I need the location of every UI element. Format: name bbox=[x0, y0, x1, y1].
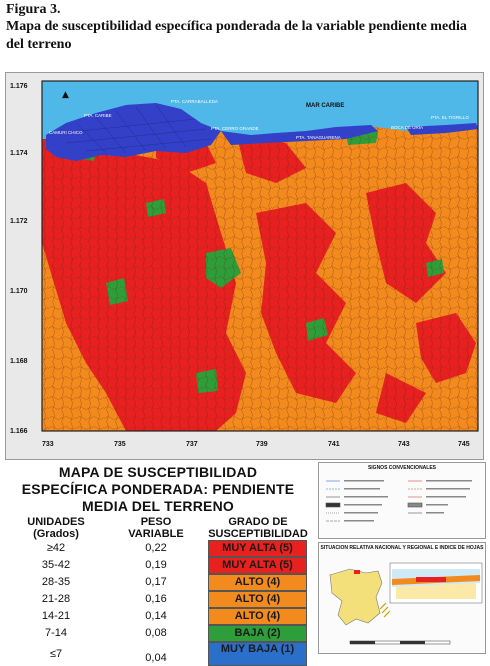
legend-grade-cell: BAJA (2) bbox=[204, 625, 312, 642]
legend-row: 35-42 0,19 MUY ALTA (5) bbox=[4, 557, 312, 574]
north-arrow-icon: ▲ bbox=[62, 90, 69, 100]
legend-grade: ALTO (4) bbox=[208, 574, 307, 591]
y-tick: 1.174 bbox=[10, 150, 28, 157]
grade-header: GRADO DE bbox=[228, 516, 288, 528]
signs-symbols bbox=[325, 480, 472, 522]
y-tick: 1.176 bbox=[10, 83, 28, 90]
y-tick: 1.170 bbox=[10, 288, 28, 295]
legend-weight: 0,16 bbox=[145, 593, 167, 605]
legend-title-line: MEDIA DEL TERRENO bbox=[82, 498, 234, 514]
legend-row: 21-28 0,16 ALTO (4) bbox=[4, 591, 312, 608]
legend-range: 14-21 bbox=[41, 610, 71, 622]
legend-row: ≤7 0,04 MUY BAJA (1) bbox=[4, 642, 312, 666]
urban-zone bbox=[46, 103, 221, 161]
legend-range: ≥42 bbox=[46, 542, 66, 554]
x-axis-labels: 733 735 737 739 741 743 745 bbox=[42, 441, 470, 448]
x-tick: 737 bbox=[186, 441, 198, 448]
legend-weight: 0,14 bbox=[145, 610, 167, 622]
legend-grade-cell: MUY ALTA (5) bbox=[204, 557, 312, 574]
x-tick: 735 bbox=[114, 441, 126, 448]
conventional-signs-inset: SIGNOS CONVENCIONALES bbox=[318, 462, 486, 539]
legend-weight: 0,19 bbox=[145, 559, 167, 571]
y-tick: 1.172 bbox=[10, 218, 28, 225]
y-tick: 1.168 bbox=[10, 358, 28, 365]
place-labels: PTA. CARRABALLEDA PTA. CARIBE PTA. CERRO… bbox=[49, 99, 469, 140]
legend-grade-cell: ALTO (4) bbox=[204, 574, 312, 591]
y-tick: 1.166 bbox=[10, 428, 28, 435]
legend-weight: 0,22 bbox=[145, 542, 167, 554]
legend-grade: MUY ALTA (5) bbox=[208, 540, 307, 557]
signs-title: SIGNOS CONVENCIONALES bbox=[367, 465, 437, 471]
susceptibility-map: ▲ 1.176 1.174 1.172 1.170 1.168 1.166 73… bbox=[5, 72, 484, 460]
legend-grade: MUY ALTA (5) bbox=[208, 557, 307, 574]
place-label: PTA. CARRABALLEDA bbox=[171, 99, 218, 104]
legend-title-line: ESPECÍFICA PONDERADA: PENDIENTE bbox=[21, 481, 295, 497]
legend-weight: 0,17 bbox=[145, 576, 167, 588]
x-tick: 739 bbox=[256, 441, 268, 448]
x-tick: 733 bbox=[42, 441, 54, 448]
x-tick: 741 bbox=[328, 441, 340, 448]
location-inset: SITUACION RELATIVA NACIONAL Y REGIONAL E… bbox=[318, 542, 486, 654]
legend-grade: ALTO (4) bbox=[208, 591, 307, 608]
legend-grade-cell: ALTO (4) bbox=[204, 608, 312, 625]
place-label: PTA. EL TIGRILLO bbox=[431, 115, 469, 120]
place-label: PTA. TANAGUARENA bbox=[296, 135, 341, 140]
street-grid bbox=[60, 104, 212, 154]
venezuela-outline bbox=[329, 568, 383, 626]
legend: MAPA DE SUSCEPTIBILIDAD ESPECÍFICA PONDE… bbox=[2, 460, 314, 666]
units-header: UNIDADES bbox=[27, 516, 85, 528]
legend-range: 21-28 bbox=[41, 593, 71, 605]
place-label: BOCA DE URÍA bbox=[391, 124, 423, 130]
map-area: ▲ bbox=[41, 80, 479, 432]
legend-row: 28-35 0,17 ALTO (4) bbox=[4, 574, 312, 591]
place-label: PTA. CARIBE bbox=[84, 113, 112, 118]
legend-grade: MUY BAJA (1) bbox=[208, 642, 307, 666]
legend-row: 14-21 0,14 ALTO (4) bbox=[4, 608, 312, 625]
figure-label: Figura 3. bbox=[6, 2, 61, 17]
legend-range: 7-14 bbox=[44, 627, 68, 639]
legend-table: UNIDADES (Grados) PESO VARIABLE GRADO DE SU… bbox=[4, 516, 312, 666]
weight-header: PESO bbox=[140, 516, 172, 528]
legend-row: ≥42 0,22 MUY ALTA (5) bbox=[4, 540, 312, 557]
figure-title: Mapa de susceptibilidad específica ponde… bbox=[6, 19, 467, 52]
y-axis-labels: 1.176 1.174 1.172 1.170 1.168 1.166 bbox=[10, 83, 28, 435]
legend-header-row: UNIDADES (Grados) PESO VARIABLE GRADO DE SU… bbox=[4, 516, 312, 540]
figure-caption: Figura 3. Mapa de susceptibilidad especí… bbox=[6, 2, 486, 54]
units-subheader: (Grados) bbox=[33, 528, 79, 540]
legend-title-line: MAPA DE SUSCEPTIBILIDAD bbox=[58, 464, 258, 480]
legend-grade-cell: ALTO (4) bbox=[204, 591, 312, 608]
location-title: SITUACION RELATIVA NACIONAL Y REGIONAL E… bbox=[320, 545, 484, 551]
x-tick: 743 bbox=[398, 441, 410, 448]
legend-range: 35-42 bbox=[41, 559, 71, 571]
legend-weight: 0,04 bbox=[145, 652, 167, 664]
study-area-marker bbox=[354, 570, 360, 574]
weight-subheader: VARIABLE bbox=[128, 528, 184, 540]
grade-subheader: SUSCEPTIBILIDAD bbox=[208, 528, 308, 540]
legend-weight: 0,08 bbox=[145, 627, 167, 639]
place-label: PTA. CERRO GRANDE bbox=[211, 126, 259, 131]
legend-grade: BAJA (2) bbox=[208, 625, 307, 642]
x-tick: 745 bbox=[458, 441, 470, 448]
legend-grade: ALTO (4) bbox=[208, 608, 307, 625]
sea-label: MAR CARIBE bbox=[306, 103, 344, 109]
legend-range: ≤7 bbox=[49, 647, 63, 660]
legend-range: 28-35 bbox=[41, 576, 71, 588]
legend-grade-cell: MUY BAJA (1) bbox=[204, 642, 312, 666]
legend-grade-cell: MUY ALTA (5) bbox=[204, 540, 312, 557]
place-label: CAMURI CHICO bbox=[49, 130, 83, 135]
map-canvas: ▲ 1.176 1.174 1.172 1.170 1.168 1.166 73… bbox=[10, 80, 479, 448]
legend-row: 7-14 0,08 BAJA (2) bbox=[4, 625, 312, 642]
location-maps bbox=[329, 562, 483, 645]
